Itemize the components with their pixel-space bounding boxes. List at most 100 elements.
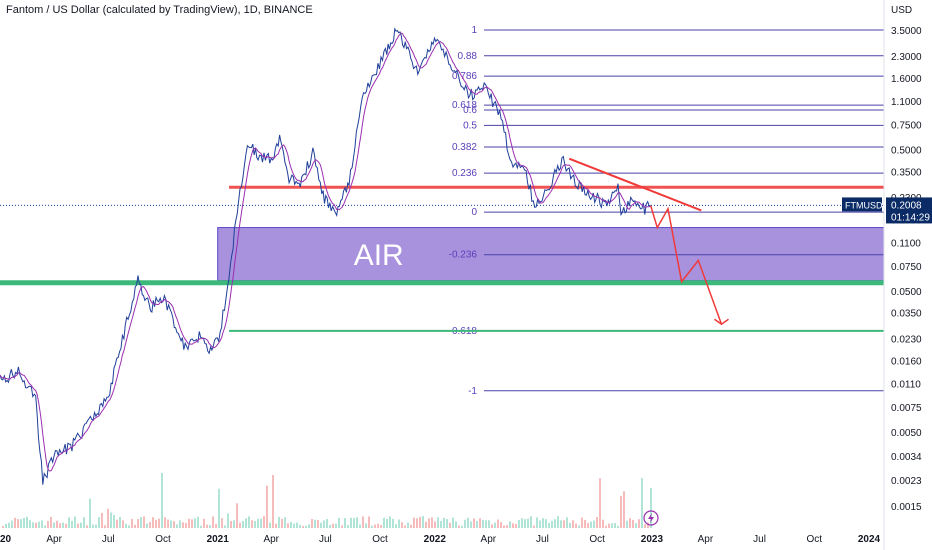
y-tick-label: 0.7500 xyxy=(891,121,922,132)
volume-bar xyxy=(536,517,538,528)
air-zone-label: AIR xyxy=(354,239,404,272)
y-tick-label: 0.0750 xyxy=(891,262,922,273)
volume-bar xyxy=(362,516,364,528)
volume-bar xyxy=(323,520,325,528)
volume-bar xyxy=(422,516,424,528)
volume-bar xyxy=(359,524,361,528)
volume-bar xyxy=(473,518,475,528)
volume-bar xyxy=(401,522,403,528)
volume-bar xyxy=(17,518,19,528)
x-tick-label: Jul xyxy=(753,534,766,545)
y-tick-label: 1.1000 xyxy=(891,97,922,108)
volume-bar xyxy=(461,525,463,528)
volume-bar xyxy=(317,520,319,528)
volume-bar xyxy=(137,519,139,528)
volume-bar xyxy=(185,523,187,528)
y-tick-label: 3.5000 xyxy=(891,26,922,37)
volume-bar xyxy=(572,520,574,528)
price-tag-value: 0.2008 xyxy=(891,200,922,211)
volume-bar xyxy=(464,519,466,528)
volume-bar xyxy=(101,512,103,528)
x-tick-label: 2021 xyxy=(207,534,230,545)
volume-bar xyxy=(407,522,409,528)
volume-bar xyxy=(611,523,613,528)
fib-level-label: -1 xyxy=(468,386,477,397)
volume-bar xyxy=(476,521,478,528)
volume-bar xyxy=(194,518,196,528)
lightning-circle xyxy=(643,510,659,526)
y-tick-label: 0.0034 xyxy=(891,452,922,463)
volume-bar xyxy=(260,518,262,528)
volume-bar xyxy=(290,522,292,528)
volume-bar xyxy=(149,522,151,528)
volume-bar xyxy=(344,518,346,528)
fib-level-label: 0.5 xyxy=(463,120,477,131)
volume-bar xyxy=(569,522,571,528)
volume-bar xyxy=(500,522,502,528)
volume-bar xyxy=(650,487,652,528)
volume-bar xyxy=(434,521,436,528)
volume-bar xyxy=(518,519,520,528)
volume-bar xyxy=(74,516,76,528)
volume-bar xyxy=(209,525,211,528)
fib-level-label: 0.786 xyxy=(452,71,477,82)
volume-bar xyxy=(380,525,382,528)
volume-bar xyxy=(398,519,400,528)
volume-bar xyxy=(266,485,268,528)
volume-bar xyxy=(218,488,220,528)
volume-bar xyxy=(308,524,310,528)
volume-bar xyxy=(563,520,565,528)
volume-bar xyxy=(350,517,352,528)
volume-bar xyxy=(293,523,295,528)
volume-bar xyxy=(2,525,4,528)
volume-bar xyxy=(140,517,142,528)
volume-bar xyxy=(302,525,304,528)
volume-bar xyxy=(167,519,169,528)
volume-bar xyxy=(599,478,601,528)
price-line xyxy=(0,27,651,485)
volume-bar xyxy=(251,520,253,528)
volume-bar xyxy=(428,518,430,528)
volume-bar xyxy=(203,518,205,528)
projection-path xyxy=(649,205,723,325)
y-axis: USD 3.5000 2.3000 1.6000 1.1000 0.7500 0.5000 0… xyxy=(883,0,922,550)
volume-bar xyxy=(158,518,160,528)
y-tick-label: 2.3000 xyxy=(891,52,922,63)
volume-bar xyxy=(623,491,625,528)
volume-bar xyxy=(116,519,118,528)
volume-bar xyxy=(605,525,607,528)
x-tick-label: 20 xyxy=(0,534,12,545)
volume-bar xyxy=(56,520,58,528)
volume-bar xyxy=(86,525,88,528)
volume-bar xyxy=(95,524,97,528)
x-tick-label: 2022 xyxy=(424,534,447,545)
price-tag xyxy=(886,197,932,224)
y-tick-label: 0.3500 xyxy=(891,167,922,178)
lightning-icon[interactable] xyxy=(643,510,659,526)
y-tick-label: 0.1100 xyxy=(891,238,921,249)
volume-bar xyxy=(437,517,439,528)
volume-bar xyxy=(62,522,64,528)
x-tick-label: Jul xyxy=(319,534,332,545)
volume-bar xyxy=(482,519,484,528)
volume-bar xyxy=(311,519,313,528)
volume-bar xyxy=(242,520,244,528)
horizontal-lines xyxy=(0,185,884,332)
volume-bar xyxy=(620,496,622,528)
volume-bar xyxy=(455,521,457,528)
fib-level-label: 0.618 xyxy=(452,100,477,111)
volume-bar xyxy=(329,524,331,528)
volume-bar xyxy=(257,518,259,528)
volume-bar xyxy=(47,520,49,528)
x-tick-label: Oct xyxy=(806,534,822,545)
volume-bar xyxy=(176,524,178,528)
y-axis-unit: USD xyxy=(891,5,912,16)
volume-bar xyxy=(272,475,274,528)
y-tick-label: 1.6000 xyxy=(891,74,922,85)
volume-bar xyxy=(314,519,316,528)
volume-bar xyxy=(458,525,460,528)
volume-bar xyxy=(632,519,634,528)
volume-bar xyxy=(188,518,190,528)
